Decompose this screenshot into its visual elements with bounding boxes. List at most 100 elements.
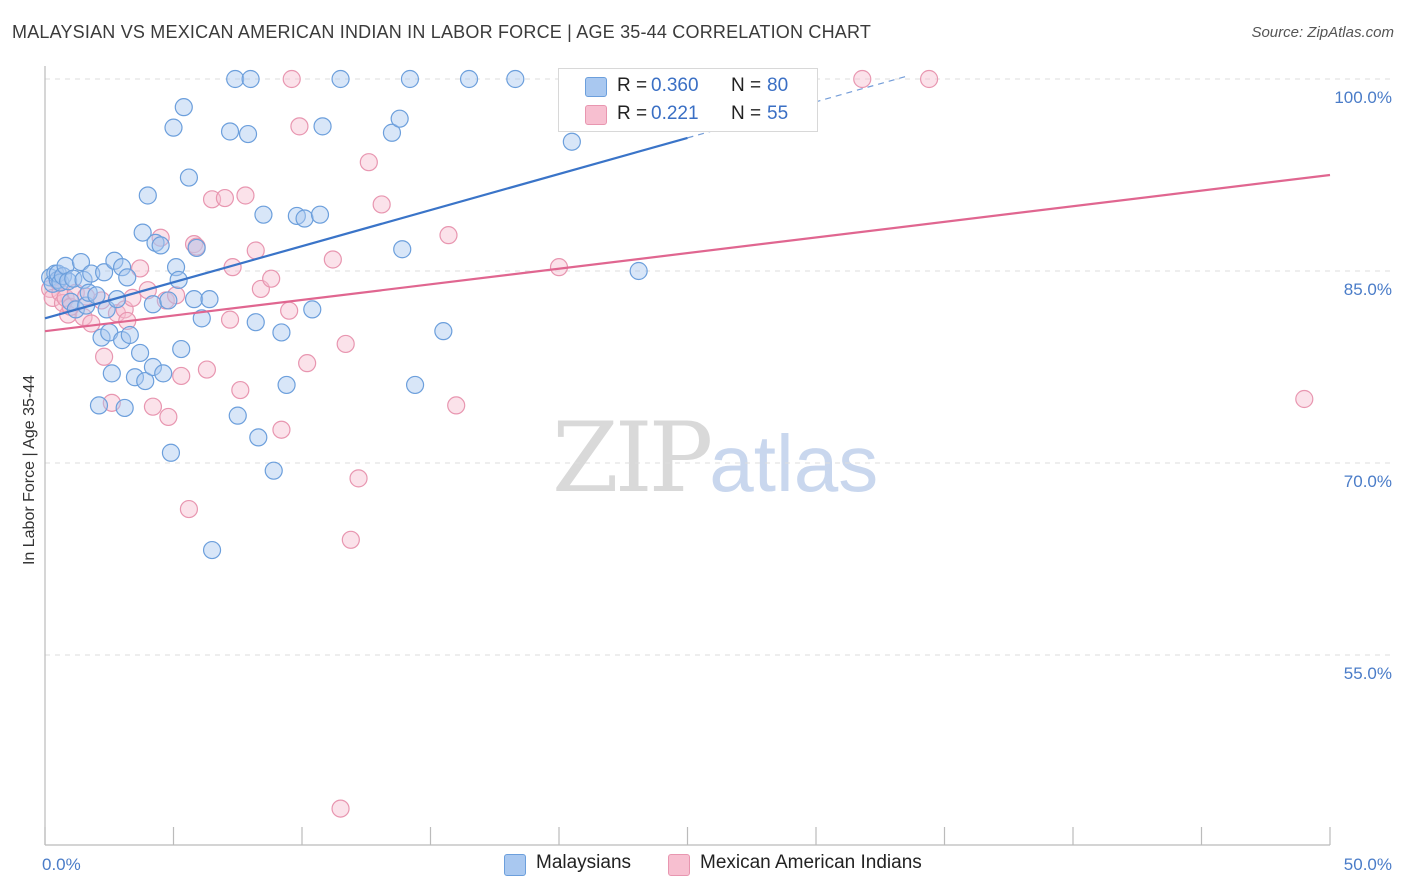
malaysian-point xyxy=(400,69,420,89)
mexican-point xyxy=(231,380,250,400)
mexican-point xyxy=(179,499,199,519)
malaysian-point xyxy=(202,540,222,560)
malaysian-point xyxy=(331,69,350,89)
mexican-point xyxy=(130,259,150,278)
y-tick-label: 55.0% xyxy=(1344,664,1392,683)
mexican-point xyxy=(290,117,309,136)
axes xyxy=(44,66,1331,846)
mexican-point xyxy=(159,407,178,427)
x-tick-label-min: 0.0% xyxy=(42,855,81,874)
legend-n-value: 80 xyxy=(767,75,789,96)
legend-r-label: R = xyxy=(617,75,648,96)
malaysian-point xyxy=(164,118,183,137)
malaysian-point xyxy=(405,375,425,395)
malaysian-point xyxy=(159,291,178,310)
mexican-point xyxy=(220,310,240,329)
legend-r-value: 0.360 xyxy=(651,75,699,96)
mexican-point xyxy=(262,269,281,288)
malaysian-point xyxy=(161,443,181,462)
tick-labels: 55.0% 70.0% 85.0% 100.0% 0.0% 50.0% xyxy=(42,88,1392,874)
malaysian-point xyxy=(130,343,150,363)
legend-swatch-blue xyxy=(585,77,607,97)
malaysian-point xyxy=(313,117,332,136)
malaysian-point xyxy=(59,272,78,291)
zipatlas-watermark: ZIPatlas xyxy=(552,402,878,514)
malaysian-point xyxy=(459,69,479,89)
mexican-point xyxy=(919,69,939,89)
legend-r-value: 0.221 xyxy=(651,103,699,124)
malaysian-point xyxy=(390,109,409,128)
series-legend: Malaysians Mexican American Indians xyxy=(0,852,1406,878)
malaysian-point xyxy=(118,268,137,287)
malaysian-point xyxy=(272,323,291,342)
correlation-legend: R = 0.360 N = 80 R = 0.221 N = 55 xyxy=(558,68,818,132)
mexican-point xyxy=(349,469,368,488)
malaysian-point xyxy=(238,124,258,144)
malaysian-point xyxy=(200,290,219,309)
mexican-point xyxy=(282,69,301,89)
y-tick-label: 70.0% xyxy=(1344,472,1392,491)
malaysian-point xyxy=(264,461,283,480)
malaysian-point xyxy=(95,263,114,282)
chart-title: MALAYSIAN VS MEXICAN AMERICAN INDIAN IN … xyxy=(12,22,872,42)
legend-n-label: N = xyxy=(731,75,762,96)
mexican-point xyxy=(447,396,466,415)
malaysian-point xyxy=(172,339,191,359)
malaysian-point xyxy=(434,322,453,341)
mexican-point xyxy=(336,334,355,354)
malaysian-point xyxy=(192,309,211,328)
mexican-point xyxy=(197,360,217,379)
malaysian-trend-line xyxy=(44,136,688,320)
malaysian-point xyxy=(310,205,330,224)
y-tick-label: 100.0% xyxy=(1334,88,1392,107)
mexican-point xyxy=(439,226,458,245)
mexican-point xyxy=(280,301,299,320)
mexican-point xyxy=(323,250,342,269)
mexican-point xyxy=(372,195,391,214)
gridlines xyxy=(45,78,1392,656)
malaysian-point xyxy=(151,236,170,255)
malaysian-point xyxy=(220,122,240,141)
malaysian-point xyxy=(228,406,247,425)
mexican-point xyxy=(215,188,234,208)
mexican-american-indian-points xyxy=(41,69,1314,818)
mexican-point xyxy=(236,186,255,205)
malaysian-point xyxy=(136,371,155,391)
legend-label-mexican: Mexican American Indians xyxy=(700,852,922,873)
mexican-point xyxy=(853,69,872,89)
malaysian-point xyxy=(89,396,109,415)
malaysian-point xyxy=(249,428,268,447)
malaysian-point xyxy=(393,240,412,259)
malaysian-point xyxy=(174,98,193,117)
malaysian-point xyxy=(138,186,157,205)
malaysian-point xyxy=(629,261,648,281)
source-credit: Source: ZipAtlas.com xyxy=(1251,24,1394,41)
malaysian-point xyxy=(143,295,163,314)
malaysian-point xyxy=(102,364,121,383)
legend-r-label: R = xyxy=(617,103,648,124)
malaysian-point xyxy=(125,368,145,387)
malaysian-points xyxy=(41,69,648,560)
malaysian-point xyxy=(295,209,314,228)
malaysian-point xyxy=(154,364,173,383)
malaysian-point xyxy=(277,375,296,395)
legend-swatch-pink xyxy=(668,854,690,876)
mexican-point xyxy=(61,297,80,316)
malaysian-point xyxy=(146,233,165,252)
watermark-zip: ZIP xyxy=(552,402,713,514)
malaysian-point xyxy=(382,123,402,142)
mexican-point xyxy=(151,228,170,247)
mexican-point xyxy=(1295,389,1314,409)
malaysian-point xyxy=(187,238,206,258)
mexican-point xyxy=(143,397,163,416)
mexican-point xyxy=(272,420,291,439)
mexican-trend-line xyxy=(44,173,1331,333)
y-tick-label: 85.0% xyxy=(1344,280,1392,299)
malaysian-point xyxy=(506,69,525,89)
malaysian-point xyxy=(184,290,204,309)
malaysian-point xyxy=(562,132,581,151)
malaysian-point xyxy=(303,300,322,319)
legend-n-value: 55 xyxy=(767,103,789,124)
malaysian-point xyxy=(143,357,163,377)
